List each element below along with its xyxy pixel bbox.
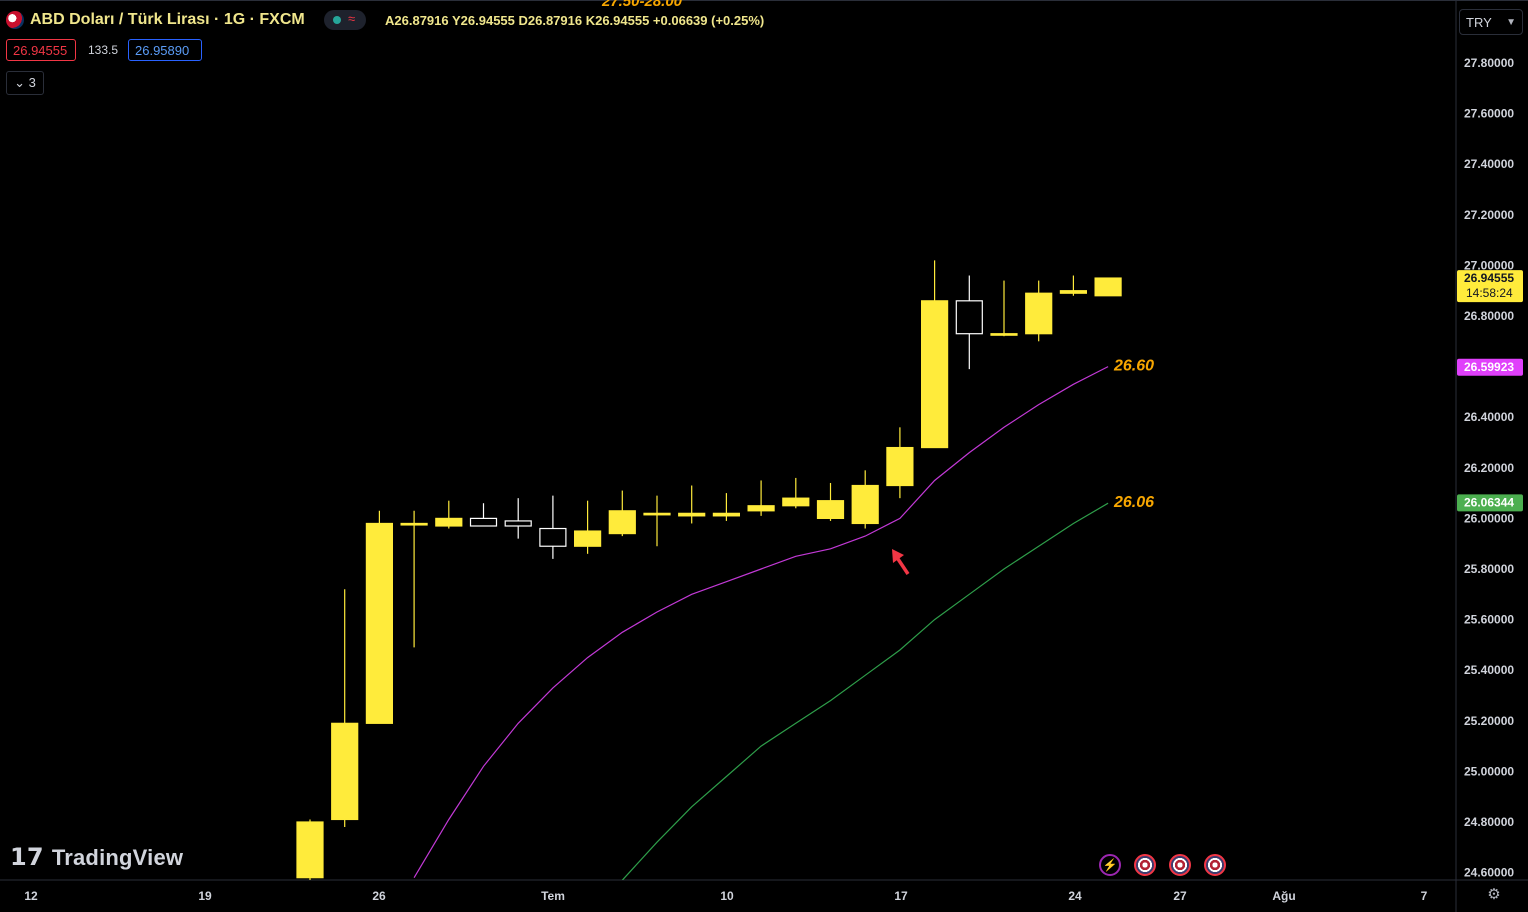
candle-body[interactable] — [608, 510, 636, 535]
top-partial-label: 27.50-28.00 — [601, 0, 683, 10]
moving-average-line — [621, 502, 1109, 880]
lightning-event-icon[interactable]: ⚡ — [1099, 854, 1121, 876]
candle-body[interactable] — [435, 517, 463, 527]
market-status[interactable]: ≈ — [324, 10, 366, 30]
price-tick-label: 24.60000 — [1464, 866, 1514, 880]
data-wave-icon: ≈ — [348, 11, 356, 26]
price-tick-label: 25.60000 — [1464, 613, 1514, 627]
tradingview-logo[interactable]: 𝟭𝟳 TradingView — [10, 843, 183, 872]
candle-body[interactable] — [747, 505, 775, 512]
ask-price-button[interactable]: 26.95890 — [128, 39, 202, 61]
candle-body[interactable] — [712, 512, 741, 517]
candle-body[interactable] — [504, 520, 532, 527]
price-tick-label: 27.40000 — [1464, 157, 1514, 171]
time-tick-label: 24 — [1068, 889, 1082, 903]
candle-body[interactable] — [643, 512, 671, 516]
us-flag-event-icon[interactable] — [1134, 854, 1156, 876]
chart-header: ABD Doları / Türk Lirası · 1G · FXCM ≈ A… — [0, 0, 1455, 40]
time-tick-label: 17 — [894, 889, 908, 903]
ohlc-values: A26.87916 Y26.94555 D26.87916 K26.94555 … — [385, 13, 765, 28]
time-tick-label: 12 — [24, 889, 38, 903]
candle-body[interactable] — [296, 821, 324, 879]
price-tick-label: 27.60000 — [1464, 107, 1514, 121]
price-tag-value: 26.06344 — [1464, 495, 1514, 509]
symbol-title[interactable]: ABD Doları / Türk Lirası · 1G · FXCM — [30, 11, 305, 28]
price-tag[interactable] — [1457, 358, 1523, 376]
logo-text: TradingView — [51, 845, 184, 870]
candle-body[interactable] — [920, 300, 949, 449]
candle-body[interactable] — [782, 497, 810, 507]
chevron-down-icon: ⌄ — [14, 75, 26, 90]
candle-body[interactable] — [886, 446, 914, 487]
currency-selector[interactable]: TRY ▼ — [1459, 9, 1523, 35]
price-tag-value: 26.59923 — [1464, 360, 1514, 374]
price-tick-label: 26.20000 — [1464, 461, 1514, 475]
price-tick-label: 26.00000 — [1464, 511, 1514, 525]
candle-body[interactable] — [331, 722, 359, 821]
price-tick-label: 25.80000 — [1464, 562, 1514, 576]
candle-body[interactable] — [573, 530, 602, 547]
indicators-count: 3 — [28, 75, 36, 90]
tv-logo-icon: 𝟭𝟳 — [10, 844, 44, 871]
candle-body[interactable] — [816, 500, 845, 520]
time-tick-label: Tem — [541, 889, 565, 903]
bid-price-button[interactable]: 26.94555 — [6, 39, 76, 61]
red-arrow-annotation — [892, 549, 910, 575]
price-tag-countdown: 14:58:24 — [1466, 286, 1513, 300]
price-tick-label: 27.80000 — [1464, 56, 1514, 70]
price-tick-label: 26.40000 — [1464, 410, 1514, 424]
chevron-down-icon: ▼ — [1506, 17, 1516, 28]
price-tag[interactable] — [1457, 494, 1523, 512]
arrow-head — [892, 549, 904, 563]
time-tick-label: 10 — [720, 889, 734, 903]
time-tick-label: 7 — [1421, 889, 1428, 903]
gear-icon[interactable]: ⚙ — [1487, 886, 1501, 903]
candle-body[interactable] — [678, 512, 706, 517]
time-tick-label: 27 — [1173, 889, 1187, 903]
moving-average-line — [413, 366, 1109, 879]
candle-body[interactable] — [400, 522, 428, 526]
candle-body[interactable] — [851, 484, 879, 525]
candle-body[interactable] — [365, 522, 393, 724]
time-tick-label: Ağu — [1272, 889, 1295, 903]
price-tick-label: 24.80000 — [1464, 815, 1514, 829]
line-value-label: 26.60 — [1113, 358, 1154, 375]
price-tick-label: 27.20000 — [1464, 208, 1514, 222]
time-tick-label: 26 — [372, 889, 386, 903]
price-tick-label: 25.40000 — [1464, 663, 1514, 677]
usd-try-flag-icon — [6, 11, 24, 29]
candle-body[interactable] — [1094, 277, 1122, 297]
price-tick-label: 26.80000 — [1464, 309, 1514, 323]
price-tick-label: 25.20000 — [1464, 714, 1514, 728]
candle-body[interactable] — [1059, 290, 1088, 294]
candle-body[interactable] — [469, 517, 498, 527]
spread-value: 133.5 — [88, 43, 119, 57]
price-tick-label: 27.00000 — [1464, 258, 1514, 272]
candle-body[interactable] — [955, 300, 983, 335]
candle-body[interactable] — [1025, 292, 1053, 335]
time-tick-label: 19 — [198, 889, 212, 903]
candle-body[interactable] — [539, 527, 567, 547]
currency-label: TRY — [1466, 15, 1492, 30]
market-open-icon — [333, 16, 341, 24]
price-tick-label: 25.00000 — [1464, 764, 1514, 778]
line-value-label: 26.06 — [1113, 494, 1154, 511]
indicators-toggle[interactable]: ⌄ 3 — [6, 71, 44, 95]
candle-body[interactable] — [990, 333, 1018, 336]
price-tag[interactable] — [1457, 270, 1523, 303]
us-flag-event-icon[interactable] — [1204, 854, 1226, 876]
price-tag-value: 26.94555 — [1464, 271, 1514, 285]
us-flag-event-icon[interactable] — [1169, 854, 1191, 876]
